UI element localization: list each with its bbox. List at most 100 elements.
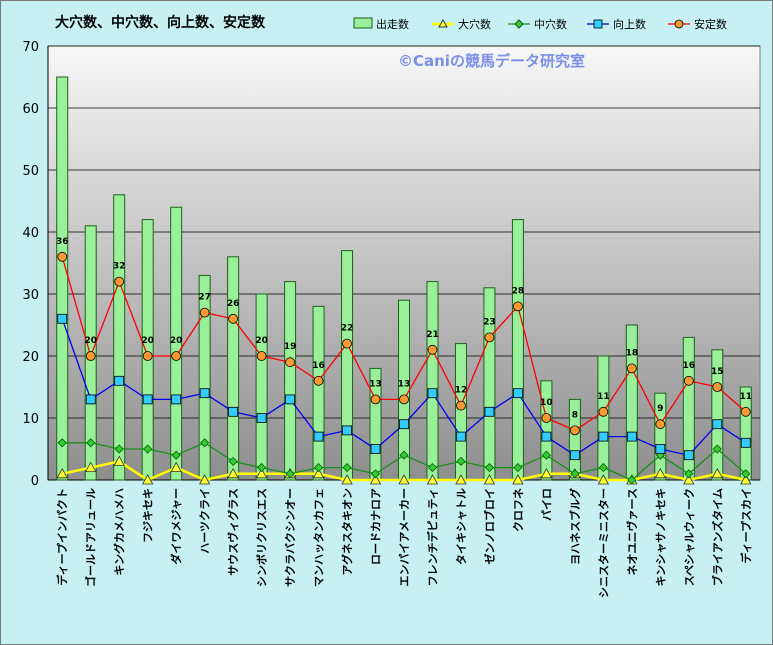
bar <box>426 281 439 481</box>
point-square <box>342 425 352 436</box>
data-label: 8 <box>572 410 578 420</box>
legend-label: 向上数 <box>613 17 646 31</box>
y-tick-label: 0 <box>31 474 39 489</box>
category-label: ダイワメジャー <box>169 488 183 564</box>
category-label: ハーツクライ <box>199 488 212 554</box>
point-triangle <box>512 474 524 485</box>
data-label: 16 <box>312 361 325 371</box>
point-circle <box>427 344 438 355</box>
data-label: 16 <box>683 361 696 371</box>
bar <box>255 293 268 481</box>
point-triangle <box>455 474 467 485</box>
legend-label: 中穴数 <box>534 17 567 31</box>
point-square <box>114 375 125 386</box>
legend-label: 出走数 <box>376 17 409 31</box>
point-circle <box>256 351 267 361</box>
point-square <box>85 394 96 405</box>
y-tick-label: 50 <box>22 164 39 179</box>
point-triangle <box>654 467 666 479</box>
category-label: シニスターミニスター <box>597 488 610 598</box>
point-diamond <box>86 438 96 448</box>
point-diamond <box>228 456 238 466</box>
legend-marker <box>438 18 448 28</box>
point-triangle <box>312 467 325 479</box>
legend-marker <box>593 19 603 29</box>
point-diamond <box>143 444 153 454</box>
point-circle <box>655 419 666 430</box>
point-triangle <box>227 467 239 479</box>
category-label: ネオユニヴァース <box>625 488 639 575</box>
category-label: エンパイアメーカー <box>398 488 411 586</box>
legend-swatch <box>353 17 373 29</box>
point-square <box>655 444 666 454</box>
category-label: キングカメハメハ <box>112 488 126 576</box>
data-label: 26 <box>227 299 240 309</box>
category-label: ゼンノロブロイ <box>482 488 496 564</box>
point-diamond <box>370 469 381 479</box>
bar <box>198 274 211 481</box>
point-circle <box>541 413 552 423</box>
y-tick-label: 60 <box>22 102 39 117</box>
data-label: 18 <box>626 348 639 358</box>
point-circle <box>285 357 295 368</box>
point-square <box>171 394 182 405</box>
point-diamond <box>627 475 637 485</box>
point-triangle <box>142 474 154 485</box>
category-label: ディープインパクト <box>55 488 69 586</box>
category-label: ゴールドアリュール <box>84 488 98 587</box>
category-label: ロードカナロア <box>370 488 383 565</box>
point-square <box>57 313 68 324</box>
point-square <box>456 431 466 442</box>
legend-marker <box>674 19 684 29</box>
point-diamond <box>57 438 67 448</box>
data-label: 11 <box>597 392 610 402</box>
point-square <box>598 431 609 442</box>
category-label: パイロ <box>540 488 553 521</box>
point-circle <box>114 276 125 287</box>
category-label: サウスヴィグラス <box>226 488 240 576</box>
point-triangle <box>711 467 723 479</box>
point-triangle <box>341 474 353 485</box>
category-label: ブライアンズタイム <box>710 488 724 586</box>
point-triangle <box>426 474 439 485</box>
chart-title: 大穴数、中穴数、向上数、安定数 <box>55 14 266 31</box>
category-label: キンシャサノキセキ <box>654 488 667 586</box>
point-circle <box>456 400 466 411</box>
point-circle <box>712 382 723 392</box>
point-circle <box>313 375 324 386</box>
legend-label: 大穴数 <box>458 17 491 31</box>
bar <box>170 206 183 481</box>
point-diamond <box>484 463 495 473</box>
point-circle <box>683 375 694 386</box>
data-label: 20 <box>255 336 268 346</box>
point-square <box>712 419 723 430</box>
point-diamond <box>427 463 438 473</box>
point-circle <box>228 313 239 324</box>
point-circle <box>171 351 182 361</box>
point-triangle <box>597 474 610 485</box>
bar <box>511 219 524 481</box>
category-label: スペシャルウィーク <box>683 488 696 586</box>
point-diamond <box>285 469 295 479</box>
y-tick-label: 20 <box>22 350 39 365</box>
category-label: タイキシャトル <box>455 488 468 565</box>
data-label: 13 <box>369 379 382 389</box>
point-diamond <box>342 463 352 473</box>
category-label: サクラバクシンオー <box>284 488 297 587</box>
data-label: 12 <box>455 386 468 396</box>
data-label: 19 <box>284 342 297 352</box>
y-tick-label: 10 <box>22 412 39 427</box>
point-circle <box>370 394 381 405</box>
point-triangle <box>170 461 182 473</box>
point-diamond <box>257 463 267 473</box>
point-square <box>228 406 239 417</box>
legend-label: 安定数 <box>694 17 727 31</box>
category-label: フレンチデピュティ <box>425 488 439 586</box>
point-circle <box>740 406 751 417</box>
point-diamond <box>171 450 181 460</box>
point-triangle <box>198 474 211 485</box>
point-circle <box>513 301 523 312</box>
point-square <box>513 388 523 399</box>
data-label: 15 <box>711 367 724 377</box>
